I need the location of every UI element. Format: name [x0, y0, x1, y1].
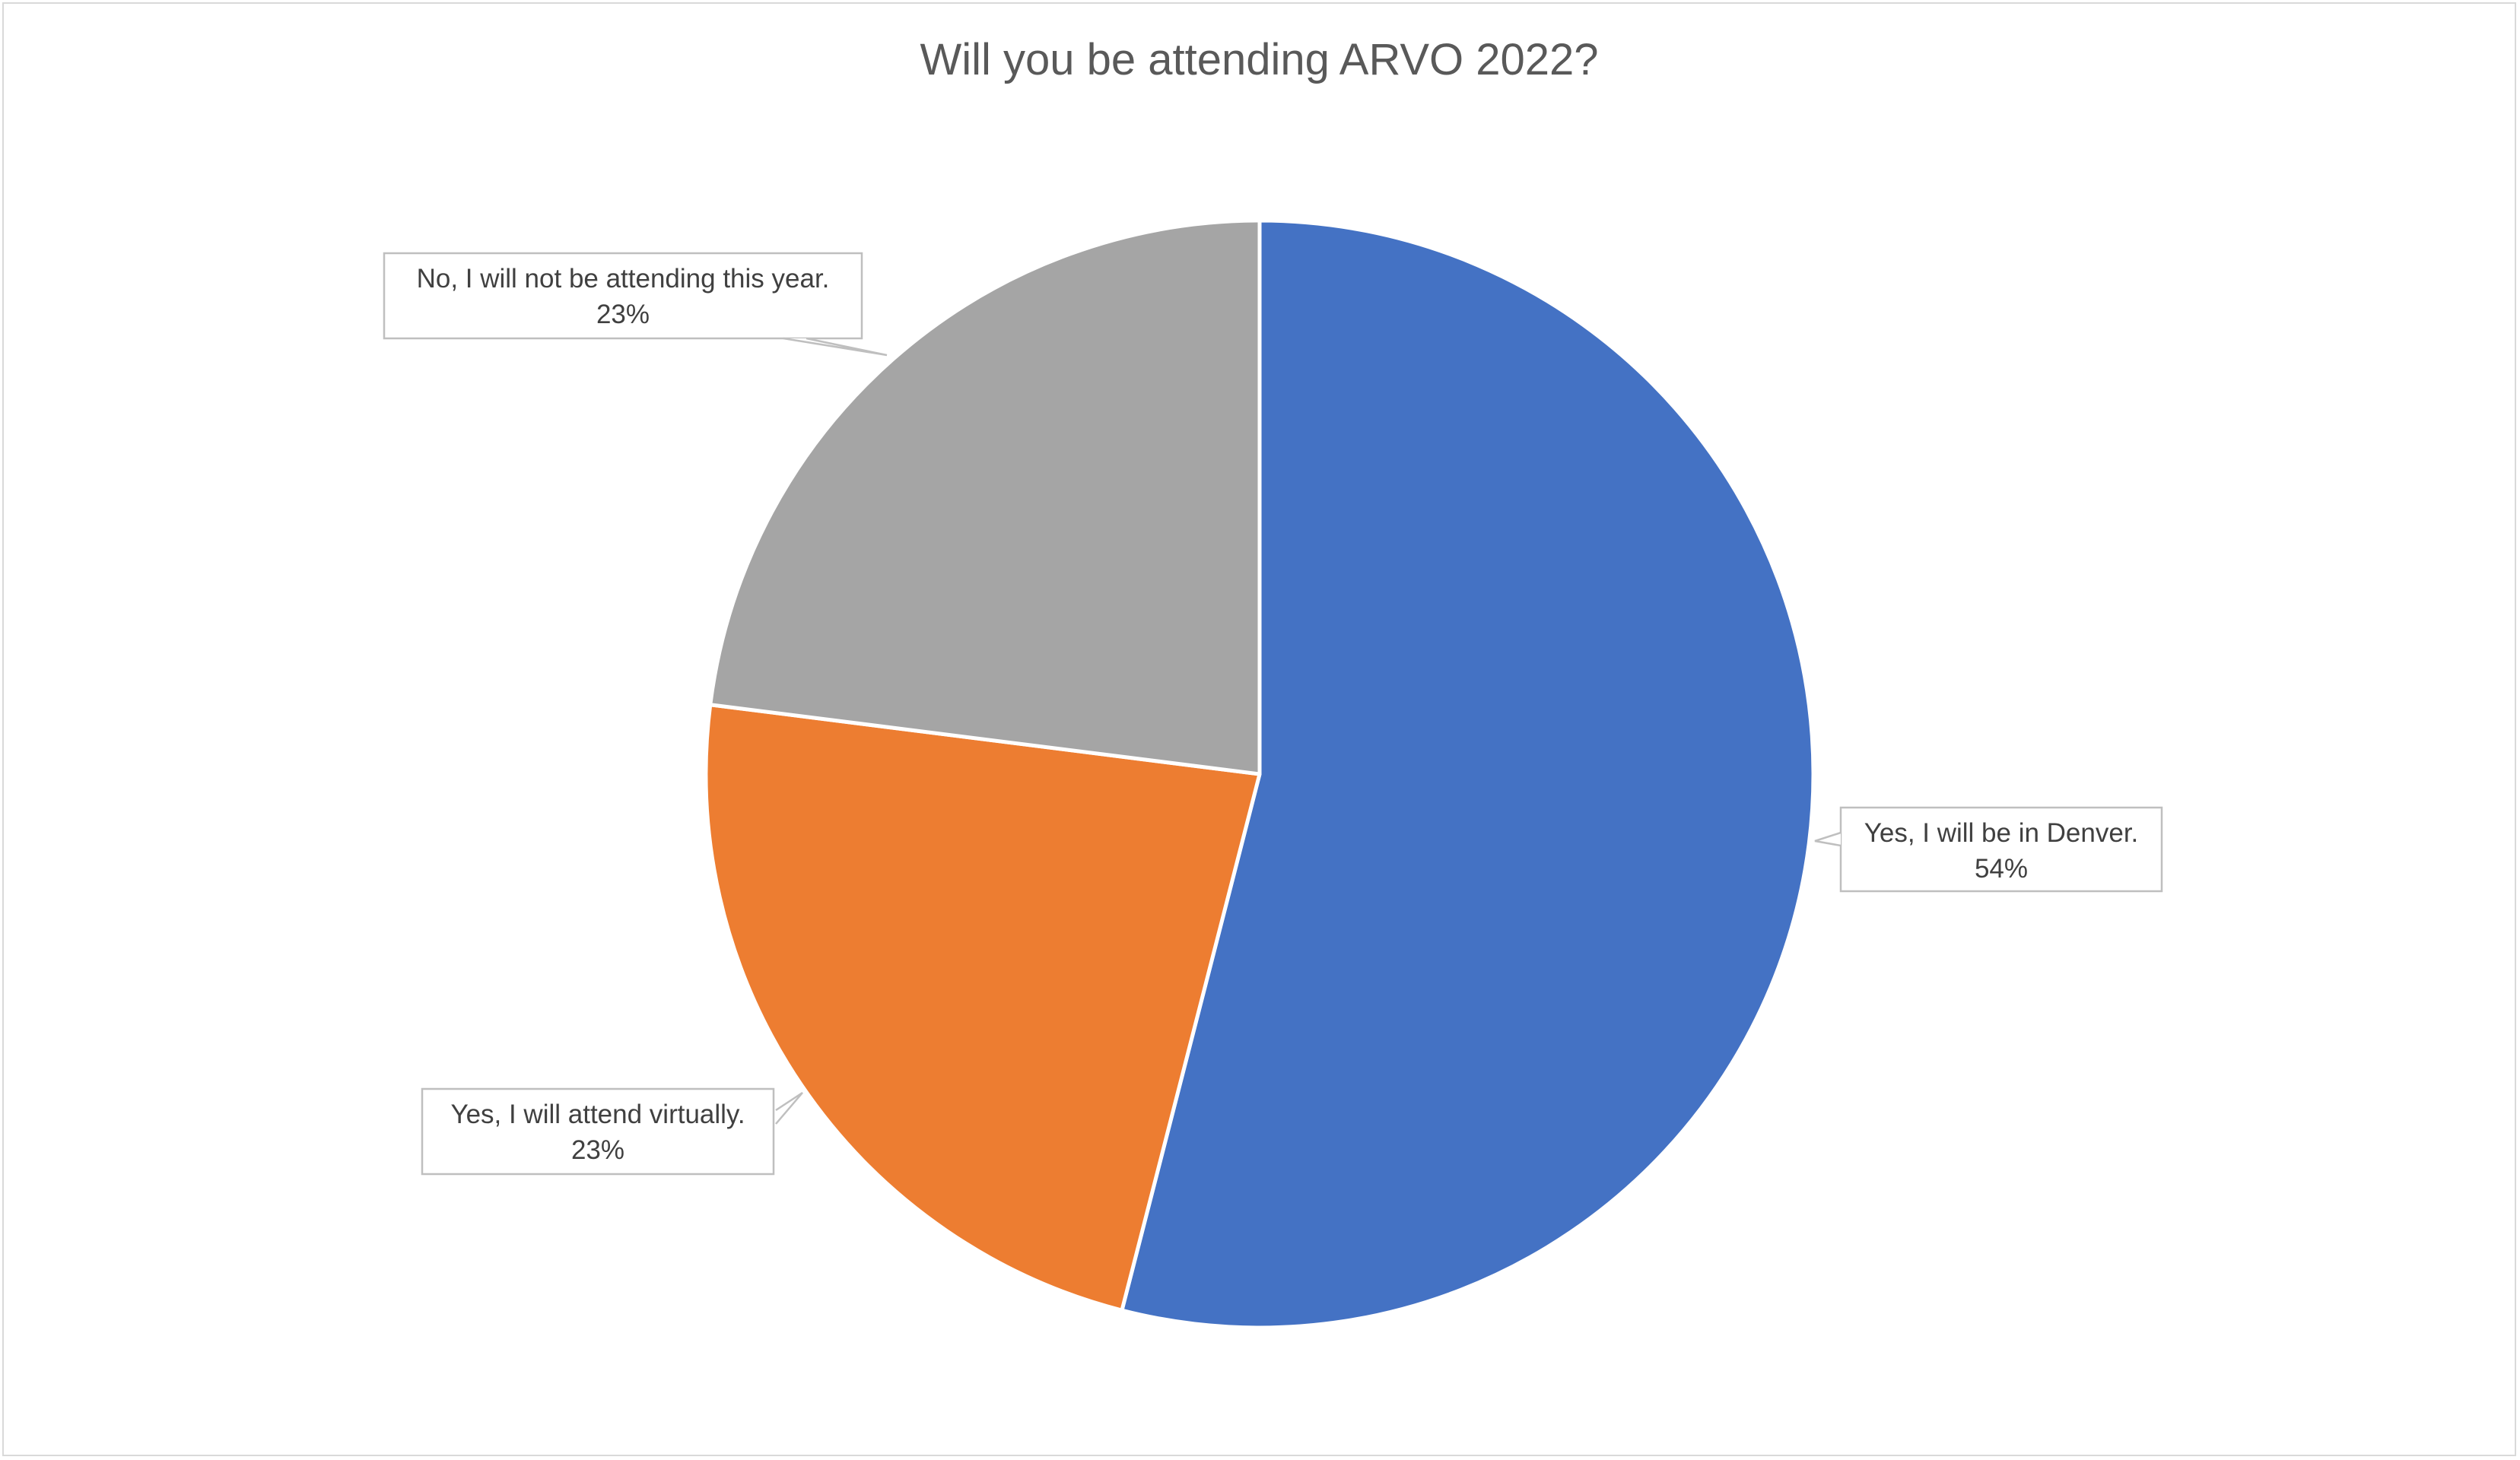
callout-pointer [783, 337, 888, 357]
slice-name-label: No, I will not be attending this year. [417, 264, 830, 294]
slice-name-label: Yes, I will attend virtually. [450, 1100, 745, 1129]
pie-slice-3 [708, 218, 1262, 776]
pie-slice-1 [1120, 218, 1816, 1330]
data-label-callout-1: Yes, I will be in Denver. 54% [1814, 806, 2163, 893]
callout-box [1839, 806, 2163, 893]
slice-percent-label: 23% [571, 1135, 624, 1165]
slice-name-label: Yes, I will be in Denver. [1864, 818, 2139, 848]
callout-pointer [1814, 831, 1842, 847]
slice-percent-label: 23% [596, 300, 650, 329]
callout-box [421, 1087, 775, 1176]
pie-slice-2 [704, 703, 1262, 1312]
callout-box [383, 252, 863, 340]
data-label-callout-3: No, I will not be attending this year. 23… [383, 252, 888, 357]
slice-percent-label: 54% [1975, 854, 2028, 884]
data-label-callout-2: Yes, I will attend virtually. 23% [421, 1087, 803, 1176]
callout-pointer [775, 1091, 803, 1125]
chart-title: Will you be attending ARVO 2022? [920, 35, 1599, 84]
